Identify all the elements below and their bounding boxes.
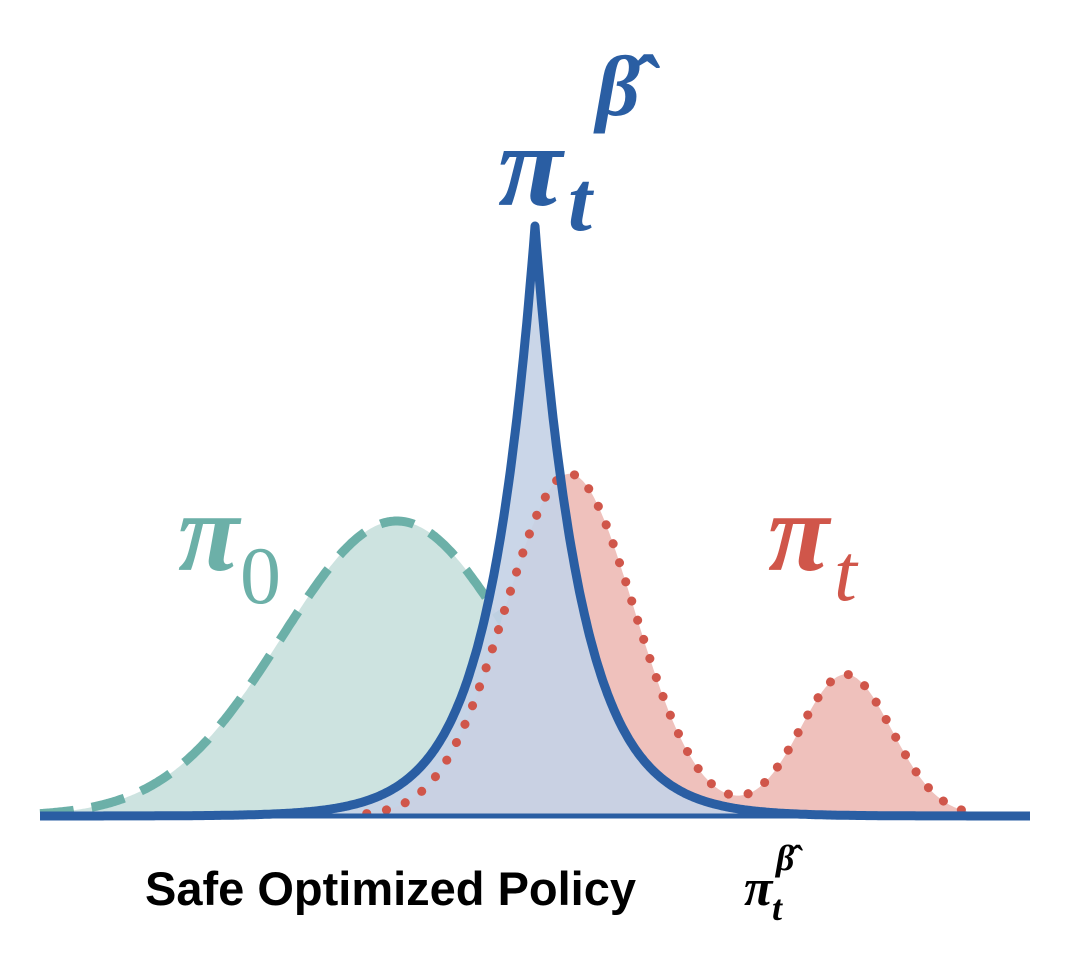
safe-policy-subscript: t bbox=[568, 153, 595, 249]
caption-symbol: π bbox=[744, 860, 774, 917]
safe-policy-distribution-curve bbox=[37, 221, 1033, 821]
pit-label: π bbox=[768, 471, 832, 595]
safe-policy-symbol: π bbox=[498, 100, 565, 231]
pi0-subscript: 0 bbox=[240, 530, 281, 621]
pi0-label: π bbox=[178, 471, 242, 595]
pit-distribution-curve bbox=[362, 469, 982, 819]
safe-policy-superscript: β̂ bbox=[593, 38, 660, 134]
caption-superscript: β̂ bbox=[774, 838, 803, 878]
caption: Safe Optimized Policy bbox=[145, 862, 636, 915]
safe-policy-label: π bbox=[498, 100, 565, 231]
safe-policy-distribution-fill bbox=[40, 226, 1030, 816]
pit-subscript: t bbox=[834, 527, 859, 618]
caption-subscript: t bbox=[772, 888, 783, 928]
